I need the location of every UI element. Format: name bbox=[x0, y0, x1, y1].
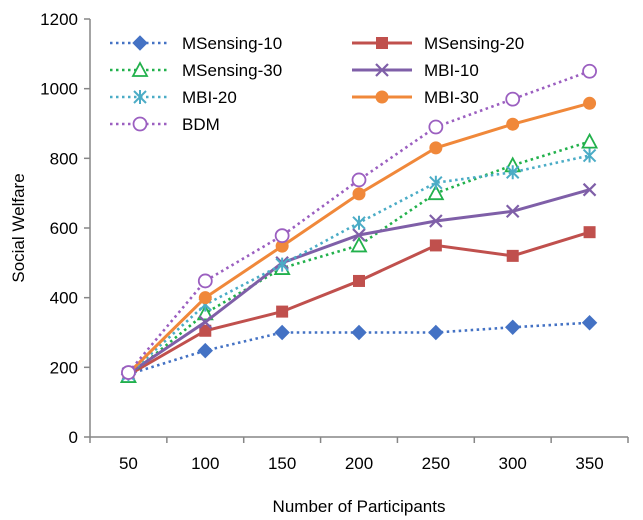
data-point bbox=[428, 324, 444, 341]
data-point bbox=[350, 236, 368, 253]
data-point bbox=[429, 175, 443, 190]
legend-label: MSensing-20 bbox=[424, 34, 524, 53]
x-ticks: 50 100 150 200 250 300 350 bbox=[89, 437, 629, 473]
data-point bbox=[429, 214, 443, 228]
data-point bbox=[581, 315, 598, 331]
y-tick-label: 600 bbox=[50, 219, 78, 238]
x-tick-label: 50 bbox=[119, 454, 138, 473]
data-point bbox=[582, 182, 597, 197]
data-point bbox=[198, 315, 213, 329]
data-point bbox=[275, 239, 289, 253]
data-point bbox=[506, 117, 520, 131]
legend: MSensing-10 MSensing-20 MSensing-30 MBI-10 M… bbox=[110, 34, 524, 134]
series-msensing-10 bbox=[120, 315, 598, 383]
data-point bbox=[121, 365, 136, 380]
data-point bbox=[197, 342, 213, 359]
data-point bbox=[199, 324, 212, 337]
legend-item: MBI-30 bbox=[352, 88, 479, 107]
data-point bbox=[131, 61, 149, 77]
y-tick-label: 1200 bbox=[40, 10, 78, 29]
y-tick-label: 800 bbox=[50, 149, 78, 168]
legend-item: BDM bbox=[110, 115, 220, 134]
data-point bbox=[505, 204, 520, 219]
data-point bbox=[582, 63, 597, 79]
data-point bbox=[427, 184, 445, 201]
legend-label: MSensing-10 bbox=[182, 34, 282, 53]
data-point bbox=[376, 37, 388, 49]
data-point bbox=[505, 91, 521, 107]
data-point bbox=[353, 274, 365, 287]
y-tick-label: 200 bbox=[50, 358, 78, 377]
x-tick-label: 100 bbox=[191, 454, 219, 473]
y-tick-label: 0 bbox=[69, 428, 78, 447]
data-point bbox=[506, 165, 520, 180]
data-point bbox=[275, 257, 289, 272]
data-point bbox=[197, 273, 213, 289]
data-point bbox=[132, 116, 148, 132]
legend-label: MSensing-30 bbox=[182, 61, 282, 80]
series-group bbox=[119, 63, 599, 383]
y-tick-label: 1000 bbox=[40, 80, 78, 99]
data-point bbox=[505, 319, 521, 335]
data-point bbox=[352, 228, 366, 242]
data-point bbox=[375, 90, 389, 104]
data-point bbox=[582, 148, 597, 163]
data-point bbox=[196, 304, 214, 321]
series-msensing-30 bbox=[119, 132, 599, 383]
legend-item: MSensing-30 bbox=[110, 61, 282, 80]
data-point bbox=[429, 141, 443, 155]
x-tick-label: 200 bbox=[345, 454, 373, 473]
data-point bbox=[429, 239, 442, 252]
x-tick-label: 300 bbox=[499, 454, 527, 473]
y-axis-title: Social Welfare bbox=[9, 173, 28, 282]
x-tick-label: 150 bbox=[268, 454, 296, 473]
legend-item: MBI-20 bbox=[110, 88, 237, 107]
y-tick-label: 400 bbox=[50, 289, 78, 308]
data-point bbox=[583, 96, 597, 110]
x-tick-label: 250 bbox=[422, 454, 450, 473]
data-point bbox=[352, 215, 366, 230]
x-tick-label: 350 bbox=[575, 454, 603, 473]
data-point bbox=[351, 172, 367, 188]
data-point bbox=[351, 324, 367, 341]
data-point bbox=[274, 228, 290, 244]
data-point bbox=[506, 249, 519, 262]
data-point bbox=[583, 226, 596, 239]
data-point bbox=[132, 35, 148, 51]
series-bdm bbox=[121, 63, 597, 380]
legend-label: MBI-20 bbox=[182, 88, 237, 107]
legend-item: MSensing-10 bbox=[110, 34, 282, 53]
legend-item: MSensing-20 bbox=[352, 34, 524, 53]
data-point bbox=[581, 132, 599, 149]
data-point bbox=[276, 305, 289, 318]
data-point bbox=[428, 119, 444, 135]
data-point bbox=[352, 187, 366, 201]
legend-label: BDM bbox=[182, 115, 220, 134]
data-point bbox=[198, 291, 212, 305]
x-axis-title: Number of Participants bbox=[273, 497, 446, 516]
legend-label: MBI-10 bbox=[424, 61, 479, 80]
legend-label: MBI-30 bbox=[424, 88, 479, 107]
data-point bbox=[274, 324, 290, 341]
y-ticks: 0 200 400 600 800 1000 1200 bbox=[40, 10, 90, 447]
data-point bbox=[133, 90, 147, 104]
legend-item: MBI-10 bbox=[352, 61, 479, 80]
data-point bbox=[375, 63, 389, 77]
